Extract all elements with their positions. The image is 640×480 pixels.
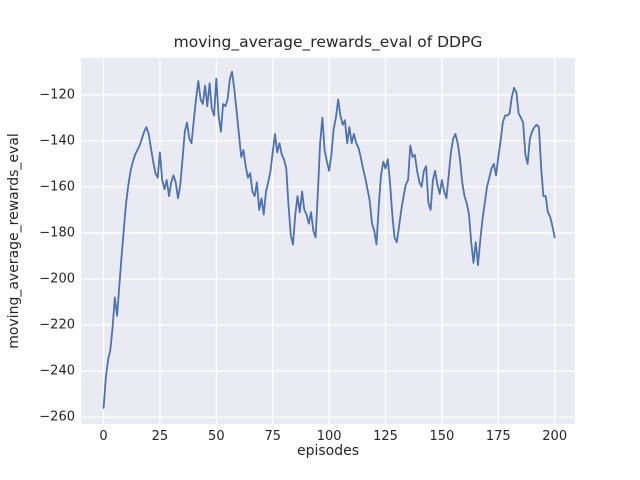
y-tick-label: −260	[39, 409, 75, 425]
x-tick-label: 200	[542, 429, 568, 444]
x-axis-label: episodes	[296, 443, 360, 459]
y-tick-label: −160	[39, 179, 75, 195]
gridlines	[81, 58, 575, 424]
x-tick-label: 150	[429, 429, 455, 444]
x-tick-label: 125	[373, 429, 398, 444]
axes-background	[81, 58, 575, 424]
y-tick-label: −240	[39, 363, 75, 379]
y-axis-label: moving_average_rewards_eval	[6, 133, 22, 349]
y-tick-label: −220	[39, 317, 75, 333]
x-tick-label: 25	[151, 429, 169, 444]
y-tick-label: −120	[39, 87, 75, 103]
chart-title: moving_average_rewards_eval of DDPG	[173, 33, 483, 51]
x-tick-label: 100	[316, 429, 342, 444]
x-tick-label: 75	[264, 429, 282, 444]
x-tick-label: 0	[99, 429, 108, 444]
reward-curve	[102, 70, 556, 409]
y-tick-label: −180	[39, 225, 75, 241]
y-tick-label: −140	[39, 133, 75, 149]
y-tick-label: −200	[39, 271, 75, 287]
x-tick-label: 50	[208, 429, 225, 444]
x-tick-label: 175	[485, 429, 511, 444]
